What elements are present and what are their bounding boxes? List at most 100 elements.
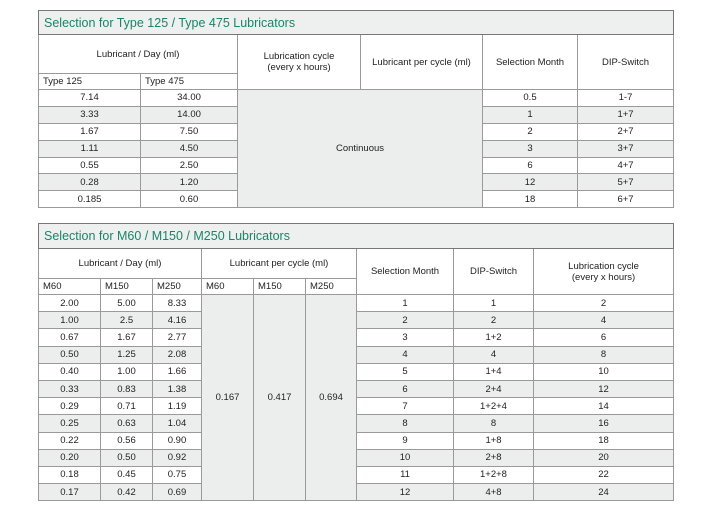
data-cell: 1.04: [152, 414, 202, 433]
data-cell: 9: [356, 431, 454, 450]
header-cell: Lubrication cycle (every x hours): [532, 248, 675, 295]
data-cell: 1+2+8: [453, 465, 534, 485]
data-cell: 2.08: [152, 345, 202, 364]
title-row: Selection for Type 125 / Type 475 Lubric…: [37, 10, 675, 35]
data-cell: 5: [356, 362, 454, 381]
data-cell: 16: [532, 414, 675, 433]
data-cell: 3.33: [38, 105, 141, 124]
data-cell: 2+8: [453, 448, 534, 467]
table-title: Selection for M60 / M150 / M250 Lubricat…: [37, 223, 675, 249]
data-cell: 0.5: [482, 89, 578, 107]
data-row: 0.185 0.60 18 6+7: [38, 190, 675, 209]
table-title: Selection for Type 125 / Type 475 Lubric…: [37, 10, 675, 35]
subheader-row: M60 M150 M250 M60 M150 M250: [38, 278, 674, 295]
data-cell: 14: [532, 397, 675, 416]
data-cell: 7.14: [38, 89, 141, 107]
data-cell: 4: [356, 345, 454, 364]
data-cell: 1.11: [38, 139, 141, 158]
data-row: 1.00 2.5 4.16 2 2 4: [38, 311, 675, 330]
data-cell: 1: [482, 105, 578, 124]
header-row: Lubricant / Day (ml) Lubricant per cycle …: [38, 248, 675, 295]
data-cell: 12: [356, 483, 454, 502]
data-cell: 0.60: [140, 190, 238, 209]
data-cell: 1+7: [576, 105, 675, 124]
data-cell: 4.50: [140, 139, 238, 158]
data-cell: 3: [356, 328, 454, 347]
subheader-cell: M250: [305, 278, 357, 295]
data-cell: 8: [453, 414, 534, 433]
data-cell: 0.83: [100, 379, 153, 399]
per-cycle-cell: 0.694: [305, 293, 357, 502]
header-cell: DIP-Switch: [453, 248, 534, 295]
header-cell: Lubricant per cycle (ml): [201, 248, 357, 279]
data-row: 2.00 5.00 8.33 0.167 0.417 0.694 1 1 2: [38, 293, 675, 502]
data-cell: 0.69: [152, 483, 202, 502]
data-cell: 0.28: [38, 173, 141, 192]
data-cell: 1.38: [152, 379, 202, 399]
data-cell: 0.92: [152, 448, 202, 467]
data-row: 1.11 4.50 3 3+7: [38, 139, 675, 158]
header-cell: Lubrication cycle (every x hours): [237, 34, 361, 90]
data-cell: 34.00: [140, 89, 238, 107]
data-cell: 3: [482, 139, 578, 158]
data-cell: 4.16: [152, 311, 202, 330]
data-cell: 1: [356, 293, 454, 313]
data-cell: 18: [532, 431, 675, 450]
data-cell: 1.66: [152, 362, 202, 381]
data-cell: 22: [532, 465, 675, 485]
data-cell: 6: [356, 379, 454, 399]
data-cell: 2: [532, 293, 675, 313]
data-cell: 0.75: [152, 465, 202, 485]
data-cell: 0.17: [38, 483, 101, 502]
data-cell: 6+7: [576, 190, 675, 209]
data-cell: 14.00: [140, 105, 238, 124]
data-row: 0.18 0.45 0.75 11 1+2+8 22: [38, 465, 675, 485]
data-cell: 0.29: [38, 397, 101, 416]
data-cell: 0.56: [100, 431, 153, 450]
data-cell: 10: [356, 448, 454, 467]
data-cell: 8.33: [152, 293, 202, 313]
data-row: 3.33 14.00 1 1+7: [38, 105, 675, 124]
data-cell: 0.22: [38, 431, 101, 450]
data-row: 0.17 0.42 0.69 12 4+8 24: [38, 483, 675, 502]
data-cell: 2+4: [453, 379, 534, 399]
subheader-cell: M250: [152, 278, 202, 295]
data-cell: 0.50: [38, 345, 101, 364]
data-row: 0.29 0.71 1.19 7 1+2+4 14: [38, 397, 675, 416]
data-cell: 20: [532, 448, 675, 467]
header-cell: Lubricant / Day (ml): [38, 248, 202, 279]
data-cell: 0.45: [100, 465, 153, 485]
data-cell: 1+2+4: [453, 397, 534, 416]
data-cell: 1-7: [576, 89, 675, 107]
data-cell: 2: [453, 311, 534, 330]
per-cycle-cell: 0.167: [201, 293, 254, 502]
data-cell: 0.42: [100, 483, 153, 502]
header-cell: Lubricant / Day (ml): [38, 34, 238, 74]
subheader-row: Type 125 Type 475: [38, 73, 674, 90]
data-cell: 2.50: [140, 156, 238, 175]
data-row: 0.40 1.00 1.66 5 1+4 10: [38, 362, 675, 381]
data-cell: 6: [482, 156, 578, 175]
subheader-cell: M60: [38, 278, 101, 295]
data-row: 0.50 1.25 2.08 4 4 8: [38, 345, 675, 364]
data-cell: 0.185: [38, 190, 141, 209]
header-row: Lubricant / Day (ml) Lubrication cycle (e…: [38, 34, 675, 90]
merged-cell: Continuous: [237, 88, 483, 209]
data-cell: 8: [532, 345, 675, 364]
header-cell: Selection Month: [356, 248, 454, 295]
data-cell: 7: [356, 397, 454, 416]
title-row: Selection for M60 / M150 / M250 Lubricat…: [37, 223, 675, 249]
data-row: 0.67 1.67 2.77 3 1+2 6: [38, 328, 675, 347]
data-cell: 10: [532, 362, 675, 381]
data-cell: 0.67: [38, 328, 101, 347]
data-cell: 0.90: [152, 431, 202, 450]
data-cell: 1.67: [38, 122, 141, 141]
data-cell: 1+2: [453, 328, 534, 347]
data-cell: 24: [532, 483, 675, 502]
subheader-cell: M150: [253, 278, 306, 295]
data-row: 0.28 1.20 12 5+7: [38, 173, 675, 192]
data-cell: 0.20: [38, 448, 101, 467]
data-cell: 4: [453, 345, 534, 364]
table1: Selection for Type 125 / Type 475 Lubric…: [37, 10, 675, 209]
